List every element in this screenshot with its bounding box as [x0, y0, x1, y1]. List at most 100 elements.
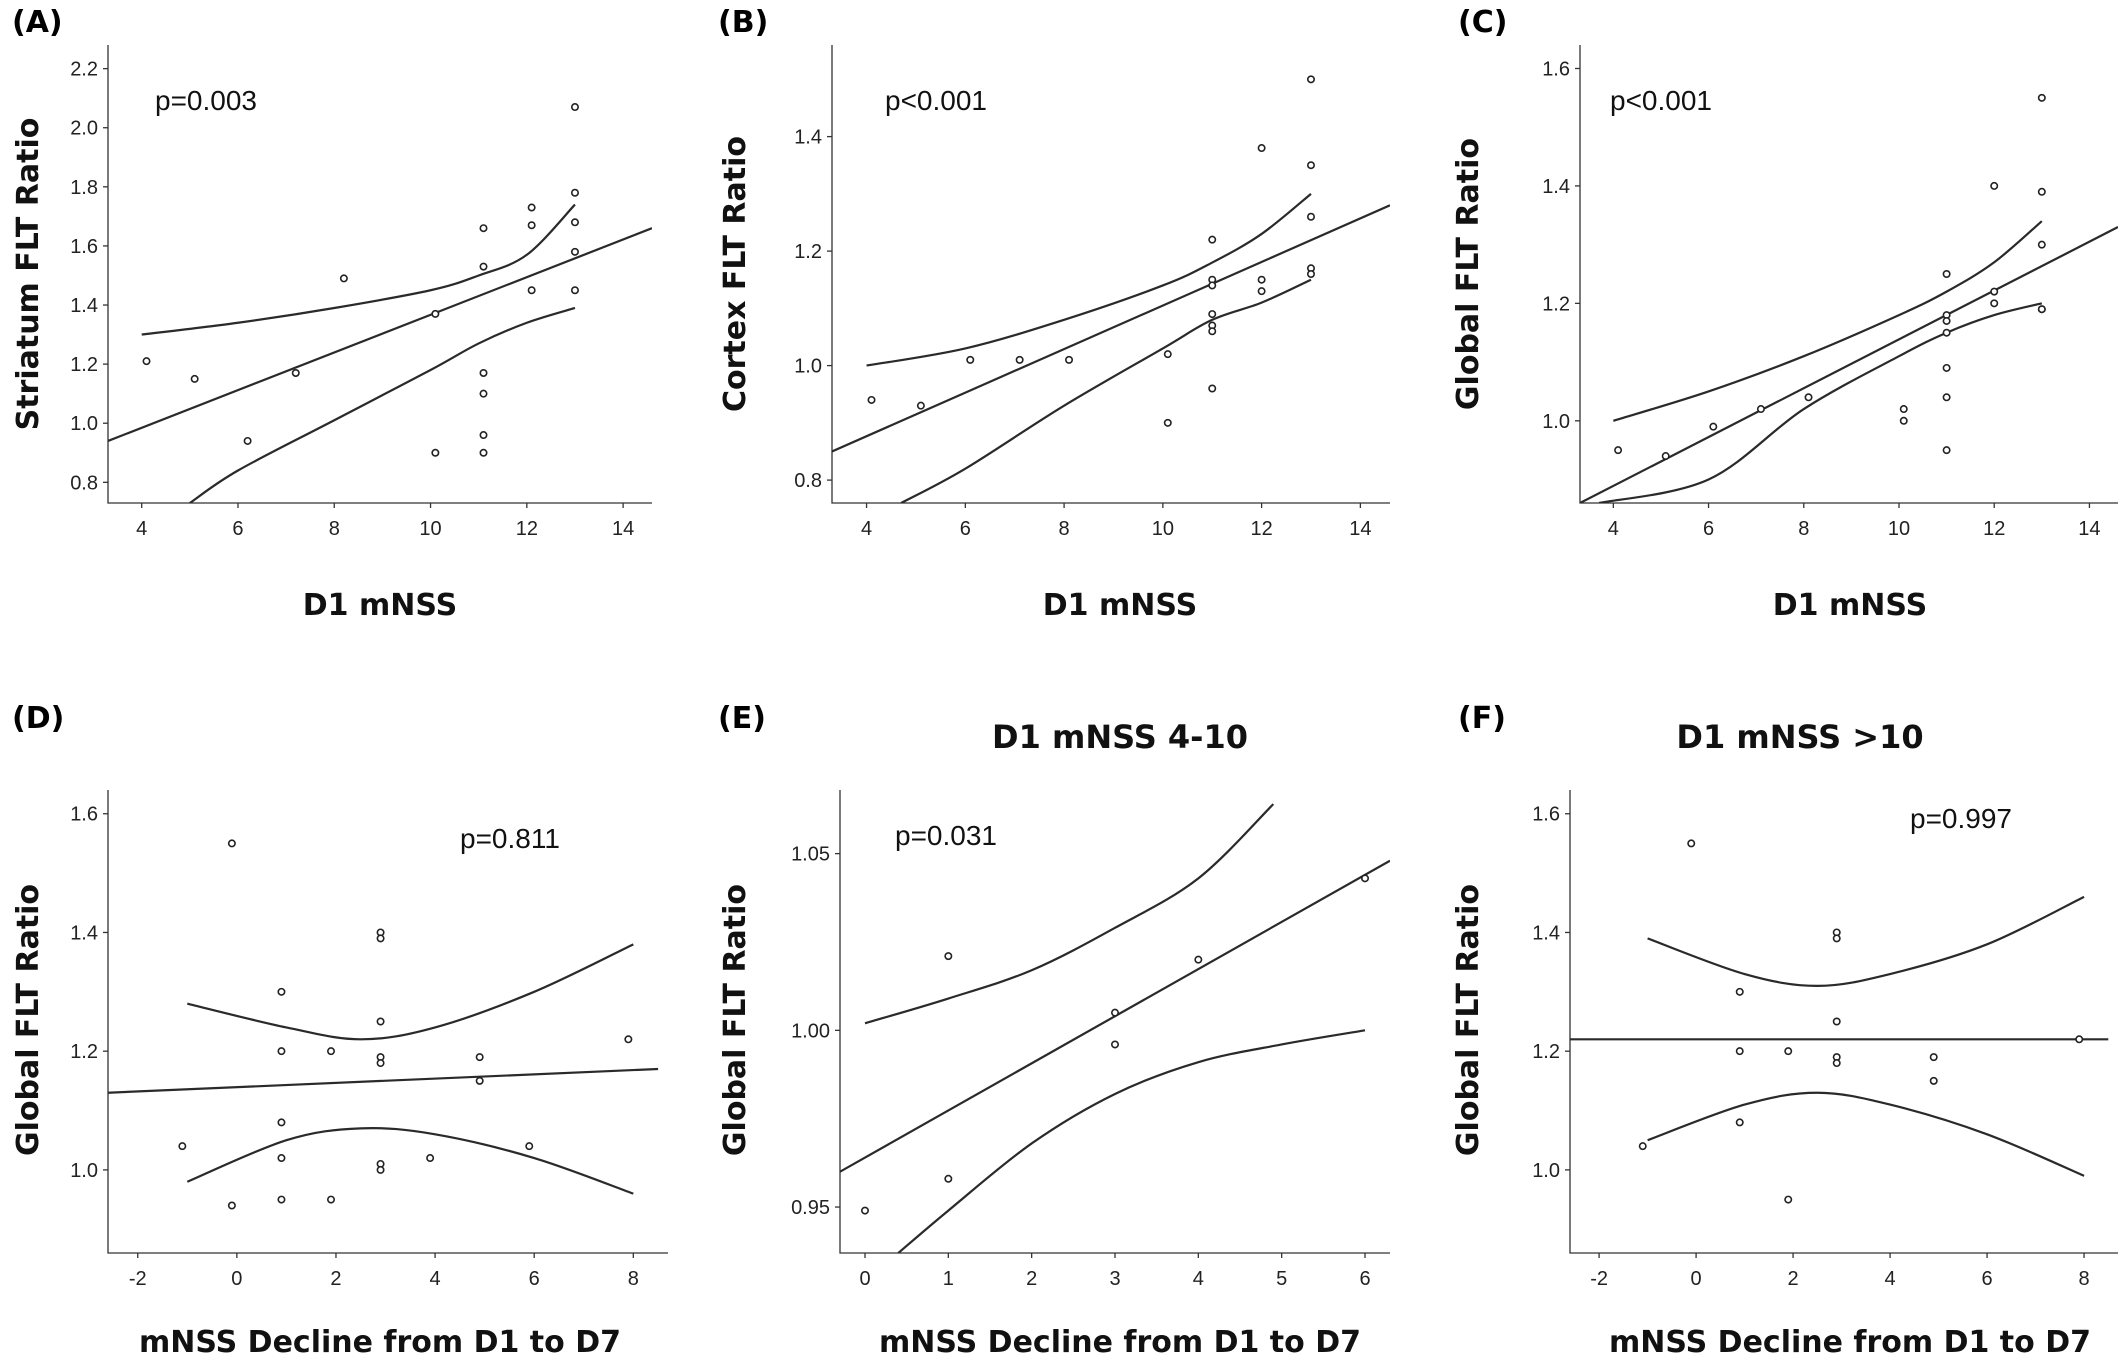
x-tick-label: 10: [419, 518, 441, 540]
ci-upper-line: [866, 192, 1312, 367]
data-point: [1832, 934, 1841, 943]
data-point: [1784, 1047, 1793, 1056]
x-tick-label: 14: [612, 518, 634, 540]
x-tick-label: 8: [2078, 1268, 2089, 1290]
x-tick-label: 5: [1276, 1268, 1287, 1290]
data-point: [1163, 350, 1172, 359]
data-point: [479, 368, 488, 377]
data-point: [2037, 187, 2046, 196]
ci-upper-line: [1613, 220, 2043, 422]
data-point: [1015, 355, 1024, 364]
x-tick-label: 2: [330, 1268, 341, 1290]
data-point: [190, 374, 199, 383]
y-tick-label: 2.0: [70, 118, 98, 140]
y-axis-label: Global FLT Ratio: [718, 884, 753, 1156]
data-point: [277, 1154, 286, 1163]
data-point: [1942, 316, 1951, 325]
data-point: [243, 436, 252, 445]
data-point: [479, 431, 488, 440]
data-point: [277, 987, 286, 996]
data-point: [2037, 93, 2046, 102]
data-point: [178, 1142, 187, 1151]
data-point: [376, 1165, 385, 1174]
ci-lower-line: [186, 1127, 634, 1195]
data-point: [1709, 422, 1718, 431]
p-value-label: p=0.031: [895, 820, 997, 851]
ci-upper-line: [1647, 895, 2085, 987]
x-axis-label: mNSS Decline from D1 to D7: [879, 1325, 1361, 1360]
x-tick-label: 10: [1152, 518, 1174, 540]
y-tick-label: 1.00: [791, 1020, 830, 1042]
regression-line: [108, 227, 652, 442]
panel-a: (A) 4 6 8 10 12 14 0.8 1.0 1.2 1.4 1.6 1.8 2.0 2.2 p=0.…: [11, 5, 652, 623]
x-tick-label: 0: [1691, 1268, 1702, 1290]
panel-c: (C) 4 6 8 10 12 14 1.0 1.2 1.4 1.6 p<0.001 D1 mNSS Gl…: [1451, 5, 2118, 623]
data-point: [479, 389, 488, 398]
panel-e: (E) D1 mNSS 4-10 0 1 2 3 4 5 6 0.95 1.00 1.05 p=0.03…: [718, 701, 1390, 1360]
data-point: [431, 448, 440, 457]
p-value-label: p=0.997: [1910, 803, 2012, 834]
axis-lines: [839, 790, 1390, 1254]
y-tick-label: 2.2: [70, 59, 98, 81]
y-axis-label: Cortex FLT Ratio: [718, 136, 753, 412]
data-point: [944, 1174, 953, 1183]
data-point: [431, 309, 440, 318]
data-point: [525, 1142, 534, 1151]
data-point: [1756, 405, 1765, 414]
data-point: [327, 1047, 336, 1056]
data-point: [1899, 416, 1908, 425]
data-point: [1942, 446, 1951, 455]
data-point: [1942, 393, 1951, 402]
data-point: [624, 1035, 633, 1044]
data-point: [527, 286, 536, 295]
data-point: [2075, 1035, 2084, 1044]
data-point: [1111, 1008, 1120, 1017]
data-point: [1929, 1076, 1938, 1085]
x-tick-label: 14: [1349, 518, 1371, 540]
data-point: [277, 1195, 286, 1204]
panel-letter: (A): [12, 5, 63, 40]
panel-b: (B) 4 6 8 10 12 14 0.8 1.0 1.2 1.4 p<0.001 D1 mNSS Co…: [718, 5, 1390, 623]
x-tick-label: 6: [1703, 518, 1714, 540]
y-axis-label: Global FLT Ratio: [1451, 138, 1486, 410]
data-point: [475, 1076, 484, 1085]
data-point: [1361, 874, 1370, 883]
ci-upper-line: [187, 943, 634, 1041]
y-tick-label: 1.0: [1532, 1160, 1560, 1182]
data-point: [570, 247, 579, 256]
x-tick-label: 2: [1788, 1268, 1799, 1290]
x-tick-label: 12: [1983, 518, 2005, 540]
x-tick-label: 4: [1193, 1268, 1204, 1290]
data-point: [142, 357, 151, 366]
data-point: [426, 1154, 435, 1163]
data-point: [1942, 269, 1951, 278]
data-point: [966, 355, 975, 364]
y-tick-label: 1.2: [70, 354, 98, 376]
data-point: [475, 1053, 484, 1062]
data-point: [1306, 212, 1315, 221]
x-axis-label: D1 mNSS: [303, 588, 457, 623]
x-tick-label: 12: [1250, 518, 1272, 540]
data-point: [527, 203, 536, 212]
data-point: [916, 401, 925, 410]
x-tick-label: 6: [1359, 1268, 1370, 1290]
data-point: [277, 1047, 286, 1056]
y-tick-label: 1.0: [1542, 411, 1570, 433]
ci-lower-line: [900, 278, 1312, 503]
y-tick-label: 1.0: [70, 413, 98, 435]
data-point: [1614, 446, 1623, 455]
x-tick-label: 4: [430, 1268, 441, 1290]
x-tick-label: 10: [1888, 518, 1910, 540]
x-tick-label: 14: [2078, 518, 2100, 540]
panel-d: (D) -2 0 2 4 6 8 1.0 1.2 1.4 1.6 p=0.811 mNSS Declin…: [11, 701, 668, 1360]
axis-lines: [1569, 790, 2118, 1254]
data-point: [1990, 299, 1999, 308]
axis-lines: [107, 790, 668, 1254]
regression-line: [832, 204, 1390, 453]
y-tick-label: 1.6: [70, 804, 98, 826]
data-point: [376, 1017, 385, 1026]
x-tick-label: 0: [859, 1268, 870, 1290]
y-tick-label: 1.2: [794, 241, 822, 263]
y-axis-label: Striatum FLT Ratio: [11, 118, 46, 431]
x-tick-label: 8: [329, 518, 340, 540]
